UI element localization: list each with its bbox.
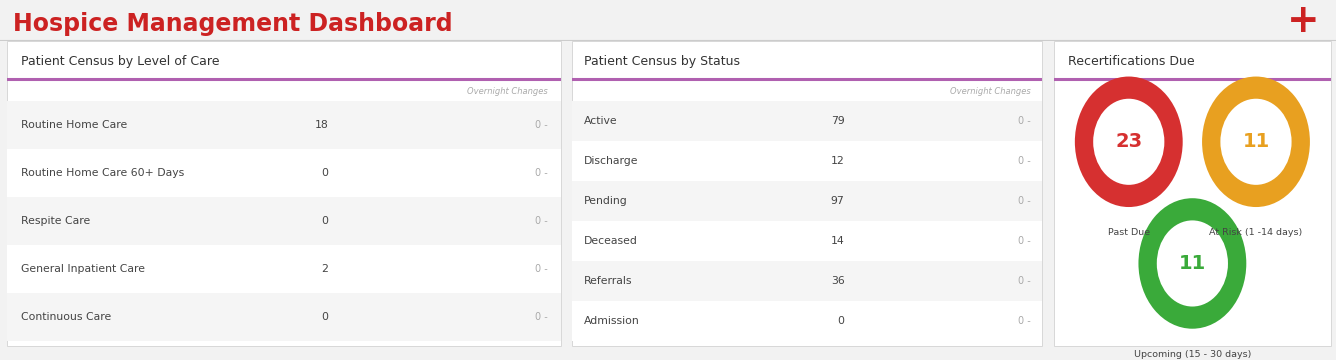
Text: 0 -: 0 - — [1018, 116, 1030, 126]
Text: 0: 0 — [321, 168, 329, 178]
Text: General Inpatient Care: General Inpatient Care — [20, 264, 144, 274]
FancyBboxPatch shape — [572, 41, 1042, 346]
FancyBboxPatch shape — [572, 101, 1042, 141]
Text: 12: 12 — [831, 156, 844, 166]
Text: 36: 36 — [831, 276, 844, 286]
Ellipse shape — [1220, 99, 1292, 185]
Text: Routine Home Care: Routine Home Care — [20, 120, 127, 130]
FancyBboxPatch shape — [572, 181, 1042, 221]
FancyBboxPatch shape — [7, 41, 561, 346]
Ellipse shape — [1157, 220, 1228, 306]
FancyBboxPatch shape — [7, 245, 561, 293]
Text: Overnight Changes: Overnight Changes — [466, 87, 548, 96]
Text: Patient Census by Level of Care: Patient Census by Level of Care — [20, 55, 219, 68]
Text: Patient Census by Status: Patient Census by Status — [584, 55, 740, 68]
Ellipse shape — [1093, 99, 1165, 185]
Text: 0 -: 0 - — [534, 168, 548, 178]
Text: Continuous Care: Continuous Care — [20, 312, 111, 322]
Text: 0 -: 0 - — [1018, 316, 1030, 326]
Text: 14: 14 — [831, 236, 844, 246]
FancyBboxPatch shape — [7, 149, 561, 197]
Ellipse shape — [1075, 77, 1182, 207]
FancyBboxPatch shape — [1054, 41, 1331, 346]
FancyBboxPatch shape — [7, 197, 561, 245]
Text: 2: 2 — [322, 264, 329, 274]
Text: Routine Home Care 60+ Days: Routine Home Care 60+ Days — [20, 168, 184, 178]
Text: 11: 11 — [1242, 132, 1269, 151]
Text: Deceased: Deceased — [584, 236, 637, 246]
Text: Hospice Management Dashboard: Hospice Management Dashboard — [13, 12, 453, 36]
Ellipse shape — [1202, 77, 1309, 207]
FancyBboxPatch shape — [572, 261, 1042, 301]
Text: Overnight Changes: Overnight Changes — [950, 87, 1030, 96]
Text: 97: 97 — [831, 196, 844, 206]
Text: Recertifications Due: Recertifications Due — [1067, 55, 1194, 68]
Text: 0 -: 0 - — [534, 312, 548, 322]
Text: 0 -: 0 - — [1018, 236, 1030, 246]
Text: Active: Active — [584, 116, 617, 126]
FancyBboxPatch shape — [572, 221, 1042, 261]
Text: 23: 23 — [1116, 132, 1142, 151]
Text: 0 -: 0 - — [1018, 156, 1030, 166]
Text: 0 -: 0 - — [534, 264, 548, 274]
Text: 11: 11 — [1178, 254, 1206, 273]
Text: 79: 79 — [831, 116, 844, 126]
Text: Past Due: Past Due — [1108, 228, 1150, 237]
FancyBboxPatch shape — [7, 293, 561, 341]
Text: 0: 0 — [838, 316, 844, 326]
Text: 0 -: 0 - — [1018, 196, 1030, 206]
Text: Referrals: Referrals — [584, 276, 632, 286]
Text: 0 -: 0 - — [534, 120, 548, 130]
Text: At Risk (1 -14 days): At Risk (1 -14 days) — [1209, 228, 1303, 237]
Text: Pending: Pending — [584, 196, 628, 206]
Text: Admission: Admission — [584, 316, 640, 326]
Text: 0 -: 0 - — [1018, 276, 1030, 286]
Text: 18: 18 — [314, 120, 329, 130]
FancyBboxPatch shape — [572, 301, 1042, 341]
Text: Respite Care: Respite Care — [20, 216, 90, 226]
FancyBboxPatch shape — [7, 101, 561, 149]
Text: +: + — [1288, 2, 1320, 40]
Text: Discharge: Discharge — [584, 156, 639, 166]
Text: 0: 0 — [321, 312, 329, 322]
Ellipse shape — [1138, 198, 1246, 329]
Text: Upcoming (15 - 30 days): Upcoming (15 - 30 days) — [1134, 350, 1250, 359]
Text: 0 -: 0 - — [534, 216, 548, 226]
FancyBboxPatch shape — [572, 141, 1042, 181]
Text: 0: 0 — [321, 216, 329, 226]
